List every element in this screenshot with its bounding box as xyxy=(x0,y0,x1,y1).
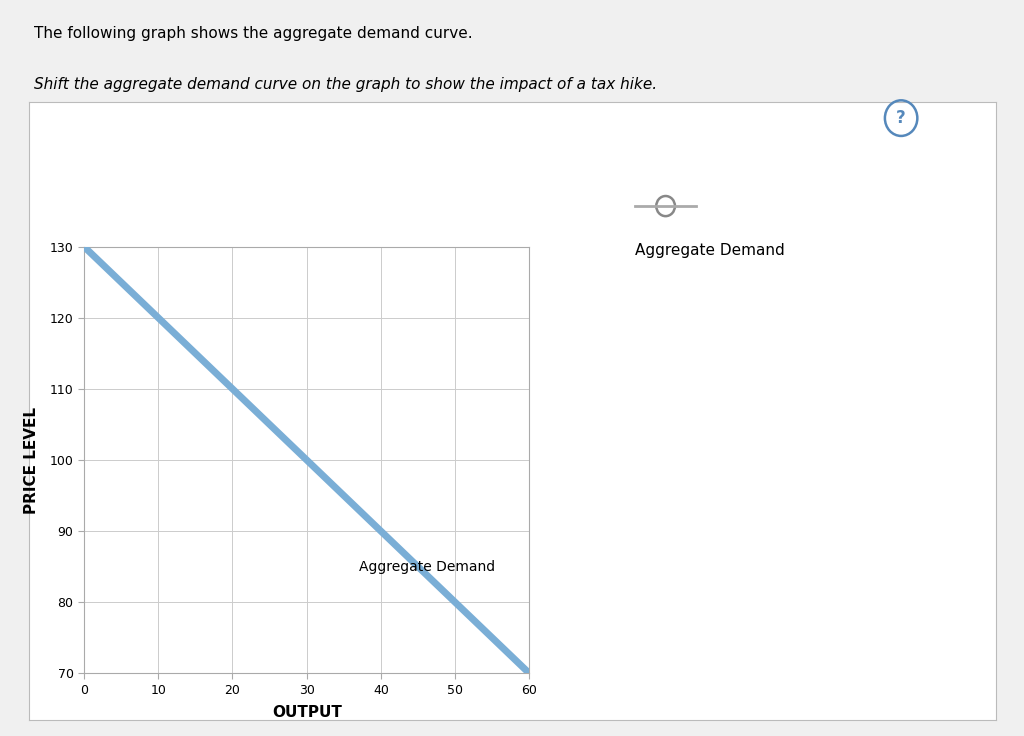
Circle shape xyxy=(656,196,675,216)
Text: The following graph shows the aggregate demand curve.: The following graph shows the aggregate … xyxy=(34,26,472,40)
Text: Aggregate Demand: Aggregate Demand xyxy=(358,559,495,573)
Text: ?: ? xyxy=(896,109,906,127)
Y-axis label: PRICE LEVEL: PRICE LEVEL xyxy=(24,406,39,514)
Text: Aggregate Demand: Aggregate Demand xyxy=(635,243,784,258)
Text: Shift the aggregate demand curve on the graph to show the impact of a tax hike.: Shift the aggregate demand curve on the … xyxy=(34,77,657,92)
X-axis label: OUTPUT: OUTPUT xyxy=(271,705,342,721)
